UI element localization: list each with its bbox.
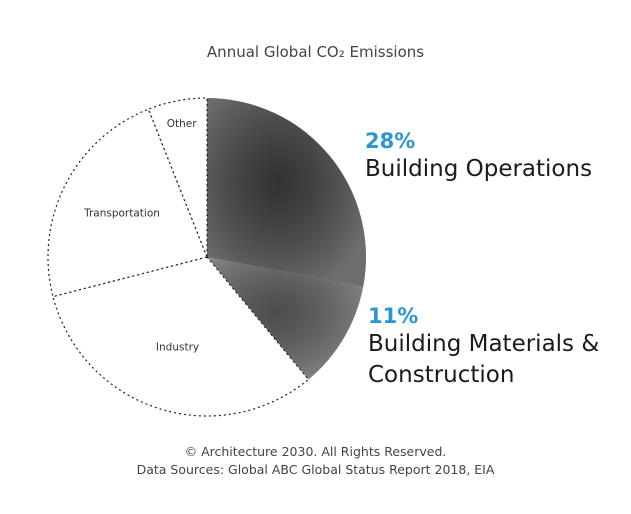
slice-shade <box>207 257 364 380</box>
footnote: © Architecture 2030. All Rights Reserved… <box>184 444 447 459</box>
slice-label: Transportation <box>83 208 160 220</box>
chart-title: Annual Global CO₂ Emissions <box>206 43 425 61</box>
slice-callout: 11% Building Materials & Construction <box>368 303 618 391</box>
slice-callout: 28% Building Operations <box>365 128 615 185</box>
slice-shade <box>207 98 367 287</box>
value-label: 11% <box>368 304 419 328</box>
slice-label: Other <box>167 118 197 130</box>
pie-slice <box>147 97 208 258</box>
footnote: Data Sources: Global ABC Global Status R… <box>136 462 495 477</box>
slice-label: Building Operations <box>365 156 593 182</box>
pie-slice <box>47 108 208 298</box>
value-label: 28% <box>365 129 416 153</box>
slice-label: Building Materials & Construction <box>368 331 600 388</box>
slice-label: Industry <box>156 342 199 354</box>
pie-slice <box>52 256 310 417</box>
